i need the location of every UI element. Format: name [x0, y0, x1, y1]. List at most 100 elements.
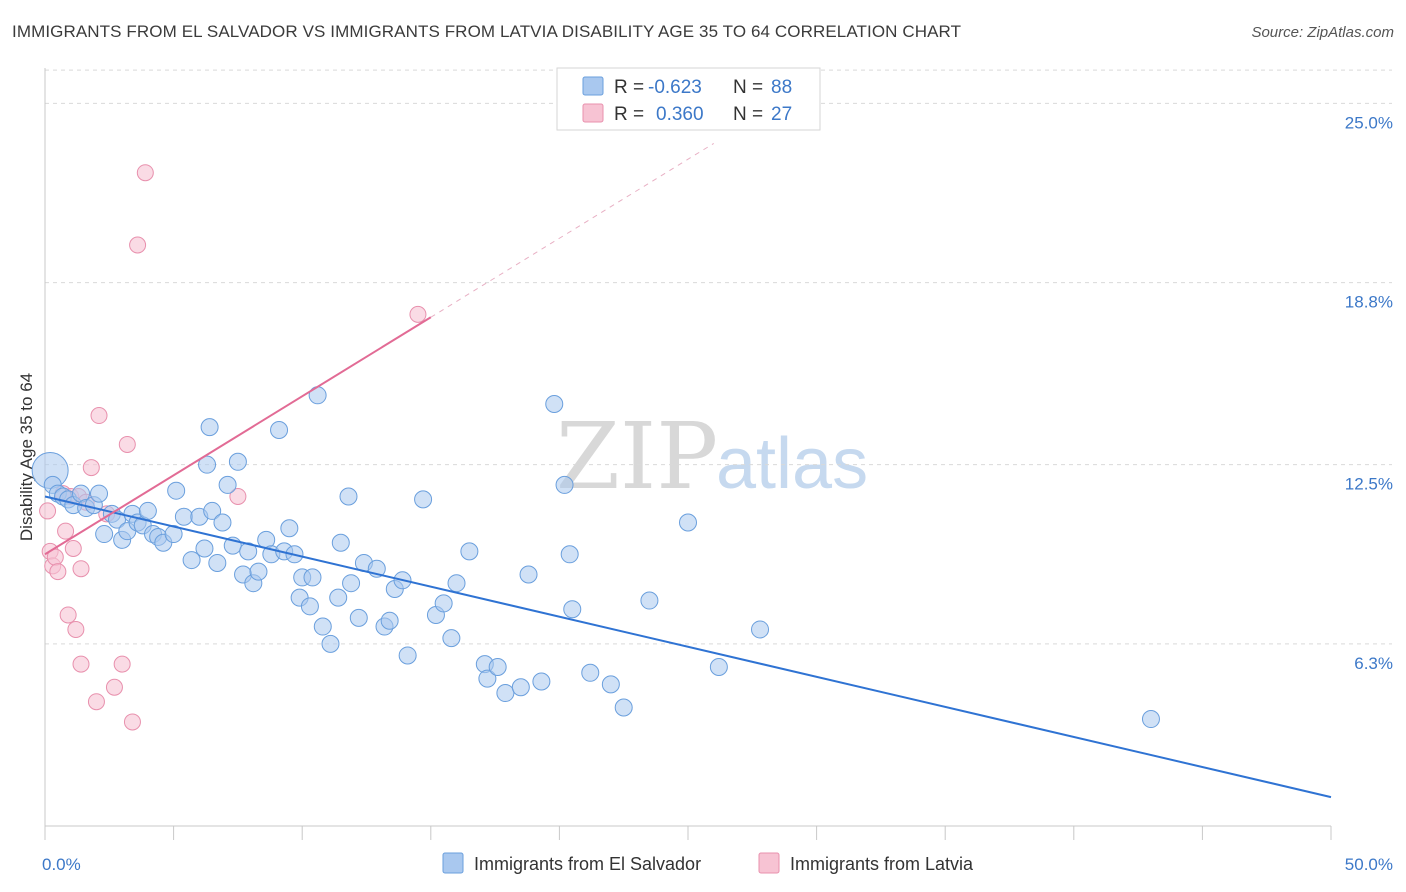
latvia-point [136, 164, 154, 182]
el-salvador-point [380, 611, 399, 630]
el-salvador-point [614, 698, 633, 717]
legend-n-value-pink: 27 [771, 104, 792, 125]
trend-lines [44, 143, 1332, 799]
el-salvador-point [303, 568, 322, 587]
latvia-trend-extension [430, 143, 714, 318]
latvia-point [72, 655, 90, 673]
legend-swatch-blue [582, 76, 604, 96]
x-tick-label-min: 0.0% [42, 855, 81, 874]
el-salvador-point [342, 574, 361, 593]
el-salvador-point [532, 672, 551, 691]
latvia-point [57, 522, 75, 540]
el-salvador-point [555, 475, 574, 494]
el-salvador-point [182, 551, 201, 570]
legend-swatch-pink [582, 103, 604, 123]
y-tick-labels: 6.3% 12.5% 18.8% 25.0% [1345, 113, 1393, 673]
y-tick-label: 18.8% [1345, 293, 1393, 312]
el-salvador-point [488, 658, 507, 677]
el-salvador-point [640, 591, 659, 610]
legend-r-label-pink: R = [614, 104, 644, 125]
latvia-point [82, 459, 100, 477]
latvia-point [90, 407, 108, 425]
latvia-point [118, 435, 136, 453]
latvia-point [123, 713, 141, 731]
el-salvador-point [398, 646, 417, 665]
el-salvador-point [414, 490, 433, 509]
el-salvador-point [198, 455, 217, 474]
el-salvador-point [90, 484, 109, 503]
legend-n-value-blue: 88 [771, 77, 792, 98]
el-salvador-point [228, 452, 247, 471]
series-legend-swatch-blue [442, 852, 464, 874]
legend-r-value-pink: 0.360 [656, 104, 704, 125]
latvia-point [59, 606, 77, 624]
legend-n-label-pink: N = [733, 104, 763, 125]
correlation-legend: R = -0.623 N = 88 R = 0.360 N = 27 [556, 67, 821, 131]
chart-title: IMMIGRANTS FROM EL SALVADOR VS IMMIGRANT… [12, 22, 962, 41]
el-salvador-point [496, 684, 515, 703]
y-tick-label: 6.3% [1354, 654, 1393, 673]
legend-r-value-blue: -0.623 [648, 77, 702, 98]
el-salvador-point [460, 542, 479, 561]
el-salvador-point [434, 594, 453, 613]
latvia-point [129, 236, 147, 254]
el-salvador-point [478, 669, 497, 688]
series-legend: Immigrants from El Salvador Immigrants f… [442, 852, 974, 874]
el-salvador-point [751, 620, 770, 639]
latvia-point [87, 693, 105, 711]
el-salvador-point [208, 553, 227, 572]
el-salvador-point [679, 513, 697, 532]
el-salvador-point [563, 600, 582, 619]
el-salvador-point [447, 574, 466, 593]
y-axis-title: Disability Age 35 to 64 [17, 373, 36, 541]
axes [44, 68, 1332, 840]
y-tick-label: 25.0% [1345, 113, 1393, 132]
latvia-trend-line [44, 316, 432, 556]
el-salvador-point [339, 487, 358, 506]
el-salvador-point [519, 565, 538, 584]
el-salvador-point [213, 513, 232, 532]
el-salvador-point [218, 475, 237, 494]
latvia-point [72, 560, 90, 578]
el-salvador-trend-line [44, 495, 1332, 799]
el-salvador-point [1141, 710, 1160, 729]
source-label: Source: ZipAtlas.com [1251, 24, 1394, 41]
y-tick-label: 12.5% [1345, 475, 1393, 494]
series-legend-swatch-pink [758, 852, 780, 874]
el-salvador-point [95, 525, 114, 544]
el-salvador-point [280, 519, 299, 538]
latvia-point [409, 305, 427, 323]
el-salvador-point [329, 588, 348, 607]
el-salvador-point [545, 394, 564, 413]
el-salvador-point [239, 542, 258, 561]
series-legend-label-blue: Immigrants from El Salvador [474, 854, 701, 874]
latvia-point [39, 502, 57, 520]
series-legend-label-pink: Immigrants from Latvia [790, 854, 974, 874]
series-latvia-points [39, 164, 427, 731]
legend-r-label-blue: R = [614, 77, 644, 98]
el-salvador-point [300, 597, 319, 616]
el-salvador-point [349, 608, 368, 627]
el-salvador-point [331, 533, 350, 552]
el-salvador-point [203, 501, 222, 520]
el-salvador-point [195, 539, 214, 558]
el-salvador-point [511, 678, 530, 697]
el-salvador-point [321, 634, 340, 653]
el-salvador-point [313, 617, 332, 636]
latvia-point [113, 655, 131, 673]
el-salvador-point [709, 658, 728, 677]
el-salvador-point [138, 501, 157, 520]
watermark-atlas: atlas [716, 424, 868, 504]
el-salvador-point [200, 418, 219, 437]
watermark: ZIP atlas [556, 403, 868, 510]
el-salvador-point [270, 420, 289, 439]
el-salvador-point [601, 675, 620, 694]
el-salvador-point [167, 481, 186, 500]
latvia-point [229, 487, 247, 505]
latvia-point [49, 563, 67, 581]
latvia-point [105, 678, 123, 696]
watermark-zip: ZIP [556, 403, 718, 510]
x-tick-label-max: 50.0% [1345, 855, 1393, 874]
el-salvador-point [442, 629, 461, 648]
